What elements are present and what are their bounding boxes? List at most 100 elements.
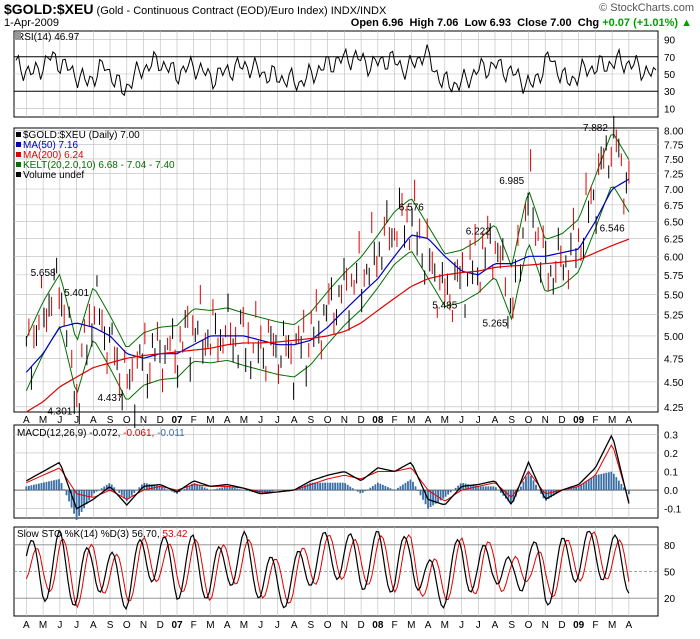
- sto-x-tick-label: J: [57, 620, 62, 631]
- price-x-tick-label: N: [542, 415, 549, 426]
- sto-x-tick-label: D: [157, 620, 164, 631]
- close-value: 7.00: [550, 17, 572, 29]
- chart-title: $GOLD:$XEU (Gold - Continuous Contract (…: [4, 1, 386, 17]
- price-legend-item: MA(200) 6.24: [23, 150, 84, 161]
- sto-x-tick-label: J: [476, 620, 481, 631]
- price-annotation-label: 4.301: [47, 407, 72, 418]
- price-tick-label: 7.50: [664, 155, 684, 166]
- price-legend-item: MA(50) 7.16: [23, 140, 78, 151]
- chg-label: Chg: [577, 17, 600, 29]
- open-label: Open: [350, 17, 379, 29]
- sto-x-tick-label: J: [275, 620, 280, 631]
- price-x-tick-label: M: [39, 415, 47, 426]
- low-value: 6.93: [489, 17, 512, 29]
- legend-swatch: [16, 162, 21, 167]
- ticker-description: (Gold - Continuous Contract (EOD)/Euro I…: [96, 5, 328, 17]
- price-x-tick-label: D: [357, 415, 364, 426]
- price-x-tick-label: S: [508, 415, 515, 426]
- rsi-tick-label: 90: [664, 36, 676, 47]
- macd-tick-label: 0.2: [664, 449, 678, 460]
- macd-signal-line: [26, 444, 630, 502]
- price-x-tick-label: J: [476, 415, 481, 426]
- rsi-tick-label: 30: [664, 87, 676, 98]
- sto-x-tick-label: F: [392, 620, 398, 631]
- macd-label: MACD(12,26,9) -0.072, -0.061, -0.011: [17, 428, 185, 439]
- rsi-tick-label: 10: [664, 104, 676, 115]
- keltner-lower-line: [25, 186, 630, 400]
- sto-d-line: [25, 531, 630, 609]
- sto-x-tick-label: 08: [372, 620, 384, 631]
- sto-k-line: [25, 530, 630, 611]
- sto-x-tick-label: S: [508, 620, 515, 631]
- ma50-line: [25, 178, 630, 373]
- macd-tick-label: 0.3: [664, 430, 678, 441]
- high-label: High: [409, 17, 434, 29]
- price-annotation-label: 4.437: [98, 393, 123, 404]
- rsi-marker-icon: [15, 32, 21, 40]
- price-tick-label: 5.75: [664, 271, 684, 282]
- sto-label: Slow STO %K(14) %D(3) 56.70, 53.42: [17, 529, 188, 540]
- legend-swatch: [16, 132, 21, 137]
- price-x-tick-label: A: [90, 415, 97, 426]
- price-annotation-label: 5.658: [31, 268, 56, 279]
- price-annotation-label: 5.485: [432, 300, 457, 311]
- sto-x-tick-label: A: [23, 620, 30, 631]
- price-x-tick-label: M: [608, 415, 616, 426]
- price-x-tick-label: F: [592, 415, 598, 426]
- sto-x-tick-label: S: [308, 620, 315, 631]
- price-annotation-label: 6.546: [600, 223, 625, 234]
- price-x-tick-label: O: [324, 415, 332, 426]
- price-x-tick-label: M: [441, 415, 449, 426]
- ma200-line: [26, 238, 630, 413]
- price-tick-label: 7.00: [664, 185, 684, 196]
- price-tick-label: 6.25: [664, 234, 684, 245]
- price-x-tick-label: D: [157, 415, 164, 426]
- sto-x-tick-label: A: [626, 620, 633, 631]
- rsi-label: RSI(14) 46.97: [17, 32, 80, 43]
- price-x-tick-label: N: [341, 415, 348, 426]
- sto-x-tick-label: S: [107, 620, 114, 631]
- price-x-tick-label: J: [74, 415, 79, 426]
- price-x-tick-label: S: [107, 415, 114, 426]
- sto-tick-label: 50: [664, 568, 676, 579]
- legend-swatch: [16, 172, 21, 177]
- price-tick-label: 8.00: [664, 127, 684, 138]
- ohlc-summary: Open 6.96 High 7.06 Low 6.93 Close 7.00 …: [351, 17, 692, 29]
- price-x-tick-label: A: [492, 415, 499, 426]
- sto-x-tick-label: M: [39, 620, 47, 631]
- high-value: 7.06: [437, 17, 459, 29]
- exchange-label: INDX/INDX: [330, 5, 387, 17]
- rsi-tick-label: 70: [664, 53, 676, 64]
- sto-x-tick-label: A: [224, 620, 231, 631]
- price-x-tick-label: F: [392, 415, 398, 426]
- sto-x-tick-label: N: [140, 620, 147, 631]
- price-annotation-label: 5.265: [482, 318, 507, 329]
- price-legend-item: KELT(20,2.0,10) 6.68 - 7.04 - 7.40: [23, 160, 175, 171]
- price-x-tick-label: N: [140, 415, 147, 426]
- price-annotation-label: 6.985: [499, 176, 524, 187]
- sto-x-tick-label: M: [608, 620, 616, 631]
- macd-line: [26, 434, 630, 510]
- price-tick-label: 4.25: [664, 403, 684, 414]
- sto-x-tick-label: O: [525, 620, 533, 631]
- sto-x-tick-label: J: [258, 620, 263, 631]
- chg-value: +0.07 (+1.01%): [602, 17, 679, 29]
- price-x-tick-label: M: [206, 415, 214, 426]
- price-x-tick-label: O: [123, 415, 131, 426]
- price-x-tick-label: A: [291, 415, 298, 426]
- price-x-tick-label: A: [23, 415, 30, 426]
- legend-swatch: [16, 142, 21, 147]
- price-legend-item: Volume undef: [23, 170, 84, 181]
- legend-swatch: [16, 152, 21, 157]
- price-x-tick-label: 09: [573, 415, 585, 426]
- sto-x-tick-label: N: [542, 620, 549, 631]
- sto-x-tick-label: J: [74, 620, 79, 631]
- sto-x-tick-label: A: [291, 620, 298, 631]
- sto-x-tick-label: D: [357, 620, 364, 631]
- price-annotation-label: 7.882: [583, 123, 608, 134]
- price-tick-label: 7.75: [664, 141, 684, 152]
- price-x-tick-label: A: [626, 415, 633, 426]
- price-x-tick-label: J: [57, 415, 62, 426]
